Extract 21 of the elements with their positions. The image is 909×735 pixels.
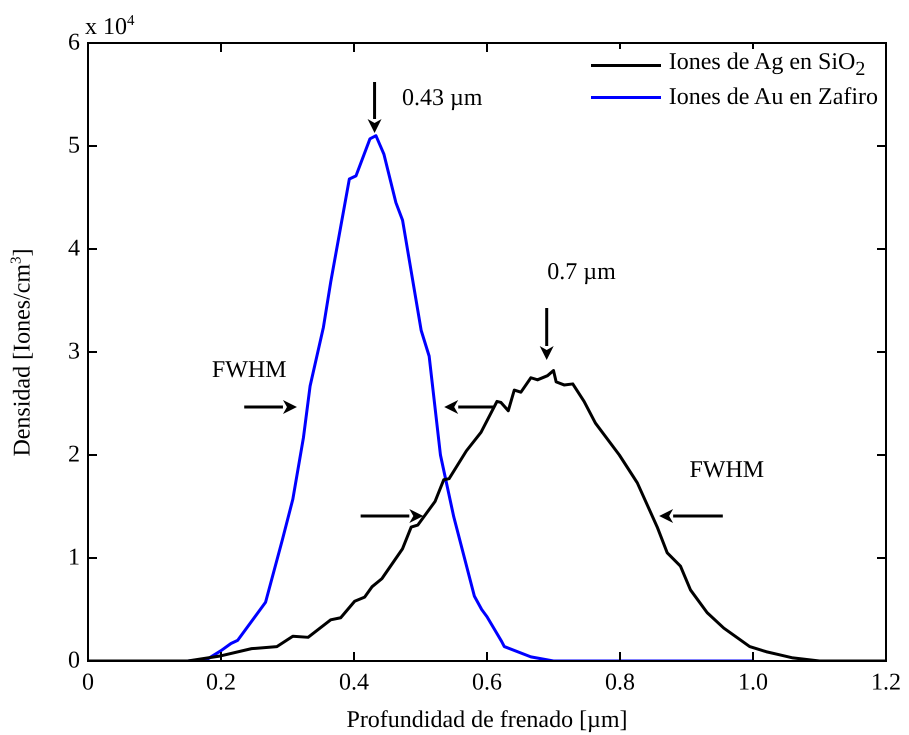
y-tick-label: 5	[68, 132, 80, 158]
annotation: FWHM	[212, 357, 287, 383]
x-tick-label: 0.2	[206, 670, 236, 696]
x-tick-label: 1.2	[871, 670, 901, 696]
legend-label: Iones de Au en Zafiro	[668, 84, 878, 110]
y-tick-label: 2	[68, 441, 80, 468]
x-tick-label: 0.4	[339, 670, 369, 696]
x-axis-title: Profundidad de frenado [µm]	[346, 706, 628, 733]
y-tick-label: 4	[68, 235, 80, 262]
y-tick-label: 1	[68, 544, 80, 570]
text: x 10$^{4}$	[85, 12, 134, 40]
legend-label: Iones de Ag en SiO$_{2}$	[668, 49, 866, 81]
x-tick-label: 0.8	[605, 670, 635, 696]
y-tick-label: 0	[68, 647, 80, 674]
x-tick-label: 0.6	[472, 670, 502, 696]
y-tick-label: 3	[68, 338, 80, 364]
annotation: 0.7 µm	[547, 259, 616, 285]
annotation: FWHM	[689, 457, 764, 483]
y-tick-label: 6	[68, 29, 80, 56]
x-tick-label: 1.0	[738, 670, 768, 696]
annotation: 0.43 µm	[402, 84, 482, 111]
